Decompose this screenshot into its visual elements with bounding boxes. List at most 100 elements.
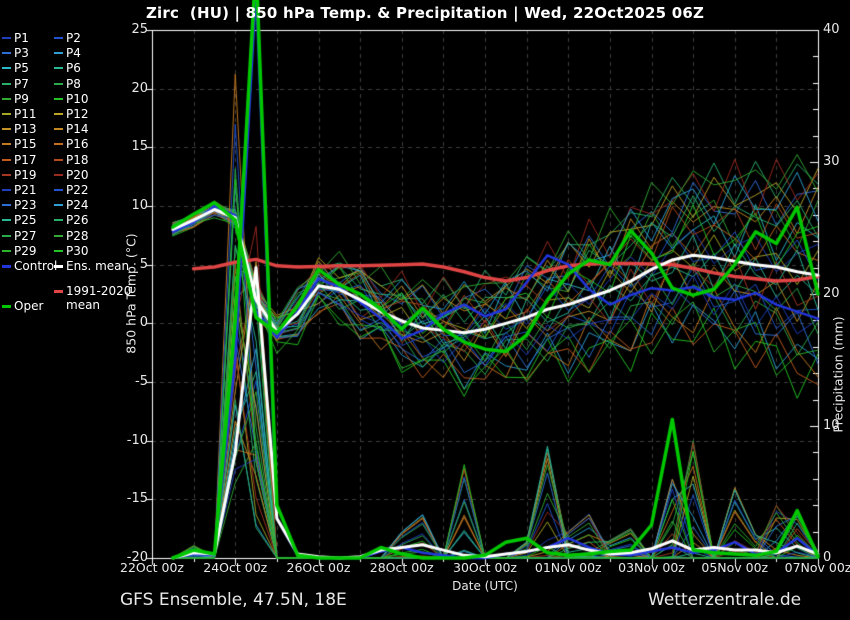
- legend-color-dash: [2, 173, 11, 176]
- legend-item-p23: P23: [2, 198, 37, 212]
- legend-item-p27: P27: [2, 229, 37, 243]
- legend-label: P22: [66, 183, 89, 197]
- legend-label: P16: [66, 137, 89, 152]
- right-tick-label: 30: [823, 154, 840, 169]
- legend-color-dash: [2, 52, 11, 55]
- legend-label: P2: [66, 31, 81, 45]
- legend-label: P29: [14, 243, 37, 258]
- legend-color-dash: [54, 113, 63, 115]
- left-tick-label: 15: [131, 139, 148, 155]
- legend-color-dash: [54, 289, 63, 293]
- legend-label: P14: [66, 122, 89, 137]
- legend-item-p24: P24: [54, 198, 89, 212]
- legend-label: P12: [66, 107, 89, 121]
- legend-color-dash: [54, 173, 63, 176]
- x-tick-label: 03Nov 00z: [618, 560, 685, 575]
- legend-label: Ens. mean: [66, 259, 130, 273]
- legend-label: P9: [14, 91, 29, 106]
- legend-label: Oper: [14, 299, 44, 313]
- legend-item-p2: P2: [54, 31, 81, 45]
- x-axis-title: Date (UTC): [452, 579, 518, 593]
- legend-color-dash: [54, 264, 63, 268]
- right-tick-label: 0: [823, 550, 832, 565]
- legend-item-p12: P12: [54, 107, 89, 121]
- legend-label: P30: [66, 243, 89, 258]
- legend-label: P5: [14, 61, 29, 76]
- legend-color-dash: [2, 113, 11, 115]
- legend-color-dash: [54, 67, 63, 70]
- left-tick-label: 10: [131, 198, 148, 213]
- left-tick-label: -10: [126, 432, 148, 448]
- legend-color-dash: [2, 234, 11, 237]
- legend-label: P11: [14, 107, 37, 121]
- x-tick-label: 26Oct 00z: [286, 560, 351, 575]
- legend-label: P13: [14, 122, 37, 137]
- legend-color-dash: [54, 158, 63, 161]
- legend-color-dash: [2, 37, 11, 39]
- legend-item-p21: P21: [2, 183, 37, 197]
- legend-label: P23: [14, 198, 37, 213]
- legend-item-p10: P10: [54, 92, 89, 106]
- legend-label: P25: [14, 213, 37, 228]
- right-tick-label: 10: [823, 418, 840, 433]
- legend-item-p19: P19: [2, 168, 37, 182]
- legend-item-p11: P11: [2, 107, 37, 121]
- legend-item-p30: P30: [54, 244, 89, 258]
- legend-color-dash: [2, 249, 11, 252]
- left-tick-label: -15: [126, 491, 148, 507]
- x-tick-label: 01Nov 00z: [534, 560, 602, 575]
- legend-color-dash: [2, 264, 11, 268]
- legend-item-control: Control: [2, 259, 57, 273]
- legend-color-dash: [2, 219, 11, 222]
- legend-item-p22: P22: [54, 183, 89, 197]
- legend-label: P19: [14, 167, 37, 182]
- left-tick-label: -5: [135, 374, 148, 389]
- legend-item-p8: P8: [54, 77, 81, 91]
- left-tick-label: 20: [131, 80, 148, 96]
- legend-label: P10: [66, 91, 89, 106]
- legend-color-dash: [54, 143, 63, 146]
- legend-color-dash: [2, 143, 11, 146]
- left-tick-label: 25: [131, 22, 148, 37]
- legend-color-dash: [2, 204, 11, 207]
- x-tick-label: 05Nov 00z: [701, 560, 769, 575]
- legend-color-dash: [2, 304, 11, 308]
- legend-color-dash: [2, 97, 11, 100]
- legend-item-p4: P4: [54, 46, 81, 60]
- legend-item-p28: P28: [54, 229, 89, 243]
- legend-label: P24: [66, 198, 89, 213]
- legend-item-p29: P29: [2, 244, 37, 258]
- left-tick-label: 0: [139, 315, 148, 331]
- x-tick-label: 30Oct 00z: [453, 560, 517, 575]
- left-tick-label: -20: [126, 550, 148, 565]
- legend-color-dash: [54, 128, 63, 131]
- legend-label: P1: [14, 31, 29, 45]
- ensemble-legend: P1 P2 P3 P4 P5 P6 P7 P8 P9 P10 P11 P12 P13 P14 P15 P16 P…: [0, 0, 150, 330]
- legend-color-dash: [54, 52, 63, 55]
- legend-color-dash: [54, 37, 63, 39]
- x-tick-label: 22Oct 00z: [120, 560, 184, 575]
- legend-color-dash: [2, 67, 11, 70]
- legend-item-p20: P20: [54, 168, 89, 182]
- legend-color-dash: [2, 82, 11, 85]
- legend-item-p18: P18: [54, 153, 89, 167]
- legend-label: P4: [66, 46, 81, 61]
- legend-item-ens-mean: Ens. mean: [54, 259, 129, 273]
- right-tick-label: 20: [823, 286, 840, 301]
- legend-label: P15: [14, 137, 37, 152]
- legend-item-p1: P1: [2, 31, 29, 45]
- legend-color-dash: [2, 158, 11, 161]
- legend-item-p7: P7: [2, 77, 29, 91]
- legend-label: P7: [14, 76, 29, 91]
- legend-item-p15: P15: [2, 137, 37, 151]
- legend-item-p16: P16: [54, 137, 89, 151]
- legend-label: P26: [66, 213, 89, 228]
- legend-item-p13: P13: [2, 122, 37, 136]
- x-tick-label: 24Oct 00z: [203, 560, 268, 575]
- legend-label-line2: mean: [66, 298, 101, 312]
- legend-label: P21: [14, 183, 37, 197]
- x-tick-label: 07Nov 00z: [784, 560, 850, 575]
- legend-item-p6: P6: [54, 61, 81, 75]
